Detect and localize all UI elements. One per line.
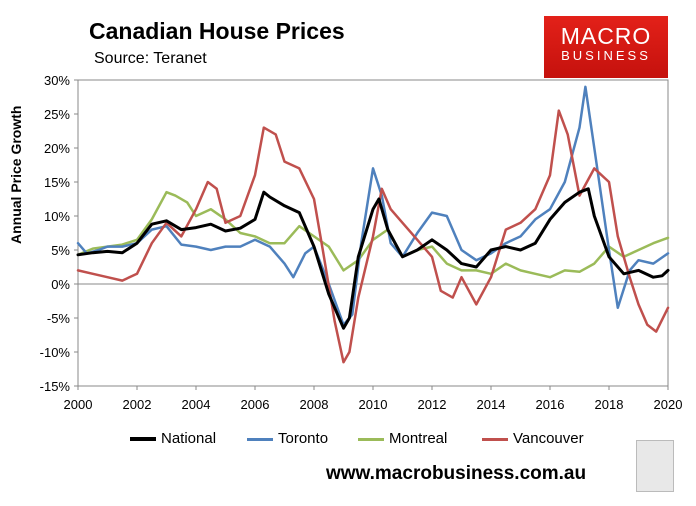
legend-item-toronto: Toronto	[247, 430, 328, 447]
series-line-vancouver	[76, 109, 670, 364]
legend-swatch-toronto	[247, 437, 273, 441]
legend-item-montreal: Montreal	[358, 430, 447, 447]
y-tick-label: -5%	[47, 311, 71, 326]
y-tick-label: 0%	[51, 277, 70, 292]
x-tick-label: 2008	[300, 397, 329, 412]
y-tick-label: 15%	[44, 175, 70, 190]
x-tick-label: 2014	[477, 397, 506, 412]
x-tick-label: 2020	[654, 397, 683, 412]
x-tick-label: 2006	[241, 397, 270, 412]
series-line-toronto	[76, 85, 670, 327]
y-tick-label: 20%	[44, 141, 70, 156]
wolf-logo-icon	[636, 440, 674, 492]
x-tick-label: 2016	[536, 397, 565, 412]
page-title: Canadian House Prices	[89, 18, 345, 44]
y-tick-label: -15%	[40, 379, 71, 394]
x-tick-label: 2010	[359, 397, 388, 412]
x-tick-label: 2012	[418, 397, 447, 412]
logo-line-2: BUSINESS	[561, 48, 651, 63]
legend-label-vancouver: Vancouver	[513, 430, 584, 447]
y-tick-label: 25%	[44, 107, 70, 122]
y-tick-label: 5%	[51, 243, 70, 258]
legend-item-vancouver: Vancouver	[482, 430, 584, 447]
legend-label-toronto: Toronto	[278, 430, 329, 447]
x-tick-label: 2000	[64, 397, 93, 412]
x-tick-label: 2002	[123, 397, 152, 412]
x-tick-label: 2018	[595, 397, 624, 412]
legend-item-national: National	[130, 430, 216, 447]
legend-swatch-national	[130, 437, 156, 442]
legend-swatch-montreal	[358, 437, 384, 441]
logo-line-1: MACRO	[560, 23, 652, 49]
series-line-montreal	[76, 190, 670, 279]
x-tick-label: 2004	[182, 397, 211, 412]
macrobusiness-logo: MACRO BUSINESS	[544, 16, 668, 78]
y-tick-label: 30%	[44, 73, 70, 88]
website-url: www.macrobusiness.com.au	[326, 463, 587, 484]
source-subtitle: Source: Teranet	[94, 50, 207, 67]
y-tick-label: 10%	[44, 209, 70, 224]
legend-label-montreal: Montreal	[389, 430, 448, 447]
legend-label-national: National	[161, 430, 217, 447]
series-line-national	[76, 187, 670, 330]
legend-swatch-vancouver	[482, 437, 508, 441]
y-tick-label: -10%	[40, 345, 71, 360]
